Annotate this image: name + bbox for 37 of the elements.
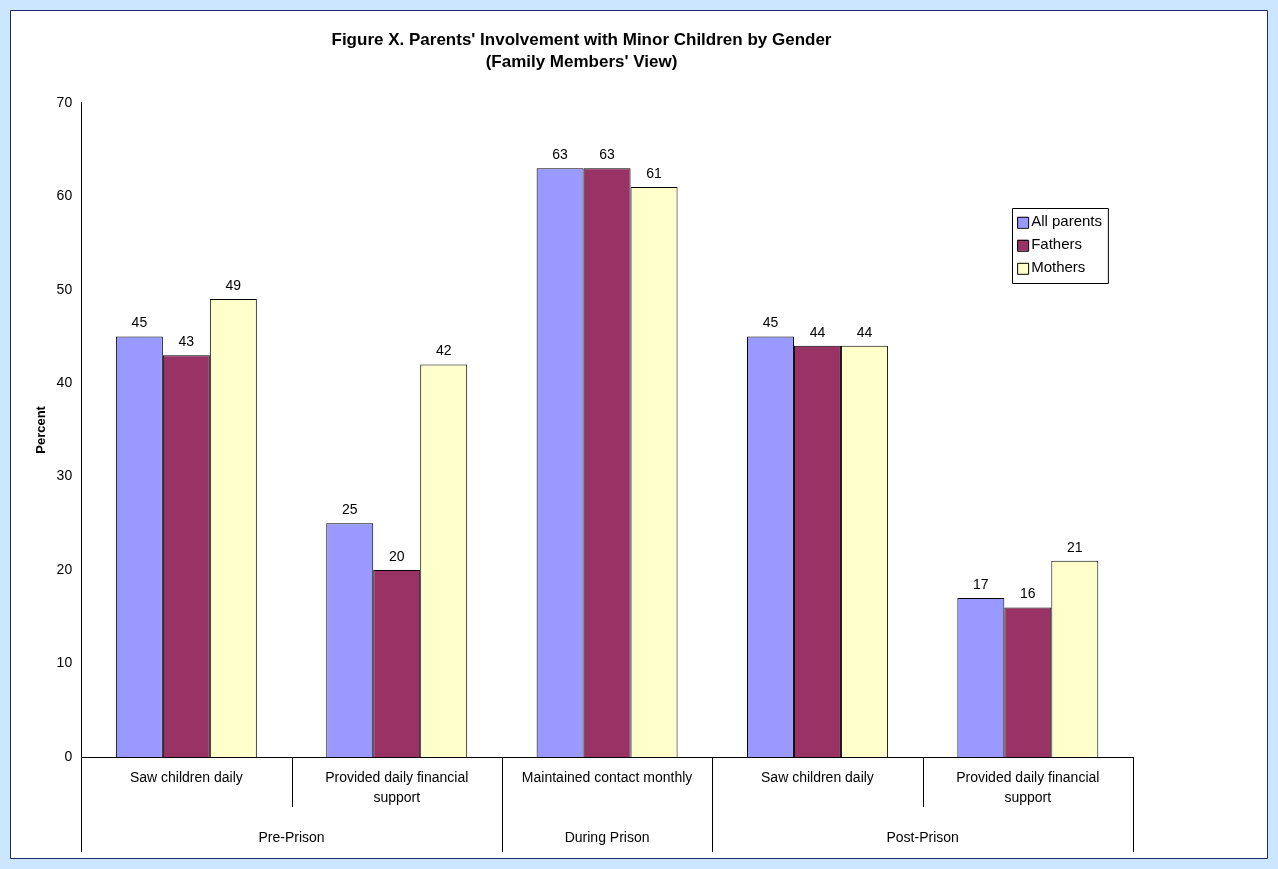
data-label: 49	[225, 276, 242, 293]
y-tick-label: 10	[56, 654, 73, 671]
y-tick-label: 30	[56, 467, 73, 484]
x-tick-label: Saw children daily	[761, 768, 874, 785]
data-label: 42	[435, 342, 452, 359]
data-label: 43	[178, 332, 195, 349]
text: During Prison	[564, 828, 650, 845]
data-label: 21	[1067, 538, 1083, 555]
data-label: 45	[762, 314, 779, 331]
data-label: 45	[131, 314, 148, 331]
data-label: 44	[856, 323, 873, 340]
chart-title: Figure X. Parents' Involvement with Minor Children by Gender	[331, 29, 832, 49]
x-tick-label: Maintained contact monthly	[521, 768, 693, 785]
data-label: 63	[599, 146, 616, 163]
y-tick-label: 50	[56, 280, 73, 297]
data-label: 61	[646, 164, 663, 181]
data-label: 63	[552, 146, 569, 163]
text: Post-Prison	[886, 828, 959, 845]
y-axis-title: Percent	[33, 405, 49, 454]
y-tick-label: 70	[56, 93, 73, 110]
y-tick-label: 60	[56, 187, 73, 204]
data-label: 17	[973, 575, 989, 592]
x-tick-label: Provided daily financial support	[956, 768, 1100, 805]
y-tick-label: 40	[56, 374, 73, 391]
data-label: 20	[388, 547, 405, 564]
data-label: 44	[809, 323, 826, 340]
chart-subtitle: (Family Members' View)	[485, 52, 678, 72]
legend-label: Mothers	[1031, 258, 1086, 276]
x-tick-label: Provided daily financial support	[325, 768, 469, 805]
legend-label: All parents	[1031, 212, 1103, 230]
text: Pre-Prison	[258, 828, 325, 845]
data-label: 16	[1020, 585, 1036, 602]
data-label: 25	[341, 501, 358, 518]
y-tick-label: 0	[64, 747, 73, 764]
legend-label: Fathers	[1031, 235, 1082, 253]
y-tick-label: 20	[56, 560, 73, 577]
x-tick-label: Saw children daily	[129, 768, 243, 785]
